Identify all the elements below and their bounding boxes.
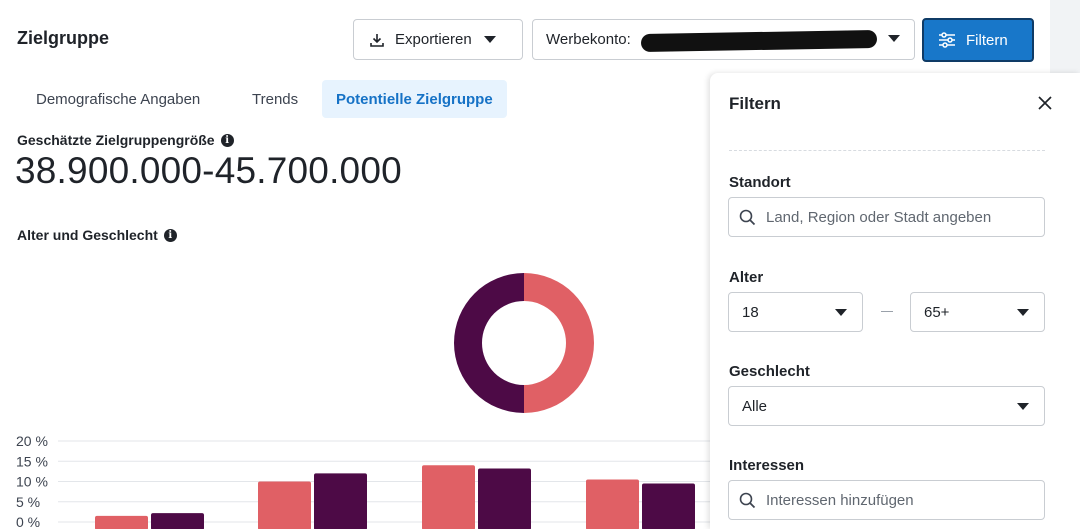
y-tick-label: 0 % (16, 514, 40, 529)
chevron-down-icon (835, 309, 847, 316)
donut-slice (454, 273, 524, 413)
donut-slice (524, 273, 594, 413)
filter-label: Filtern (966, 31, 1008, 49)
redacted-account-name (640, 29, 878, 53)
audience-size-label: Geschätzte Zielgruppengröße (17, 132, 215, 148)
search-icon (739, 492, 756, 508)
chevron-down-icon (1017, 309, 1029, 316)
audience-size-value: 38.900.000-45.700.000 (15, 150, 402, 191)
y-tick-label: 10 % (16, 474, 48, 490)
gender-value: Alle (742, 397, 768, 415)
bar (314, 473, 367, 529)
sliders-icon (939, 32, 955, 48)
chevron-down-icon (1017, 403, 1029, 410)
filter-panel-title: Filtern (729, 94, 781, 113)
age-gender-heading: Alter und Geschlecht i (17, 227, 177, 243)
download-icon (370, 33, 384, 47)
filter-panel: Filtern Standort Land, Region oder Stadt… (710, 73, 1080, 529)
age-range-dash (881, 311, 893, 312)
search-icon (739, 209, 756, 225)
chart-svg: 20 % 15 % 10 % 5 % 0 % (16, 273, 720, 529)
bar (95, 515, 148, 529)
interests-placeholder: Interessen hinzufügen (766, 491, 914, 509)
tab-trends[interactable]: Trends (252, 90, 299, 108)
account-label: Werbekonto: (546, 31, 631, 48)
age-gender-label: Alter und Geschlecht (17, 227, 158, 243)
age-gender-chart: 20 % 15 % 10 % 5 % 0 % (0, 260, 720, 529)
info-icon[interactable]: i (163, 228, 177, 242)
info-icon[interactable]: i (220, 133, 234, 147)
gender-label: Geschlecht (729, 363, 810, 380)
chevron-down-icon (483, 36, 496, 43)
tab-potential-audience[interactable]: Potentielle Zielgruppe (322, 80, 507, 118)
export-label: Exportieren (395, 31, 472, 48)
interests-label: Interessen (729, 457, 805, 474)
y-tick-label: 5 % (16, 494, 40, 510)
ad-account-select[interactable]: Werbekonto: (532, 19, 915, 60)
chevron-down-icon (888, 35, 900, 42)
bar (478, 468, 531, 529)
bar (642, 483, 695, 529)
export-button[interactable]: Exportieren (353, 19, 523, 60)
top-bar: Zielgruppe Exportieren Werbekonto: Filte… (0, 0, 1050, 80)
audience-size-heading: Geschätzte Zielgruppengröße i (17, 132, 234, 148)
tab-demographics[interactable]: Demografische Angaben (36, 90, 201, 108)
interests-input[interactable]: Interessen hinzufügen (728, 480, 1045, 520)
location-input[interactable]: Land, Region oder Stadt angeben (728, 197, 1045, 237)
bar (422, 465, 475, 529)
age-to-value: 65+ (924, 303, 950, 321)
y-tick-label: 20 % (16, 433, 48, 449)
divider (729, 150, 1045, 151)
bar (586, 479, 639, 529)
close-icon[interactable] (1037, 95, 1053, 111)
age-label: Alter (729, 269, 764, 286)
location-placeholder: Land, Region oder Stadt angeben (766, 208, 992, 226)
age-from-select[interactable]: 18 (728, 292, 863, 332)
bar (151, 513, 204, 529)
age-from-value: 18 (742, 303, 759, 321)
age-to-select[interactable]: 65+ (910, 292, 1045, 332)
page-title: Zielgruppe (17, 28, 110, 48)
filter-button[interactable]: Filtern (922, 18, 1034, 62)
gender-select[interactable]: Alle (728, 386, 1045, 426)
y-tick-label: 15 % (16, 453, 48, 469)
location-label: Standort (729, 174, 791, 191)
bar (258, 481, 311, 529)
